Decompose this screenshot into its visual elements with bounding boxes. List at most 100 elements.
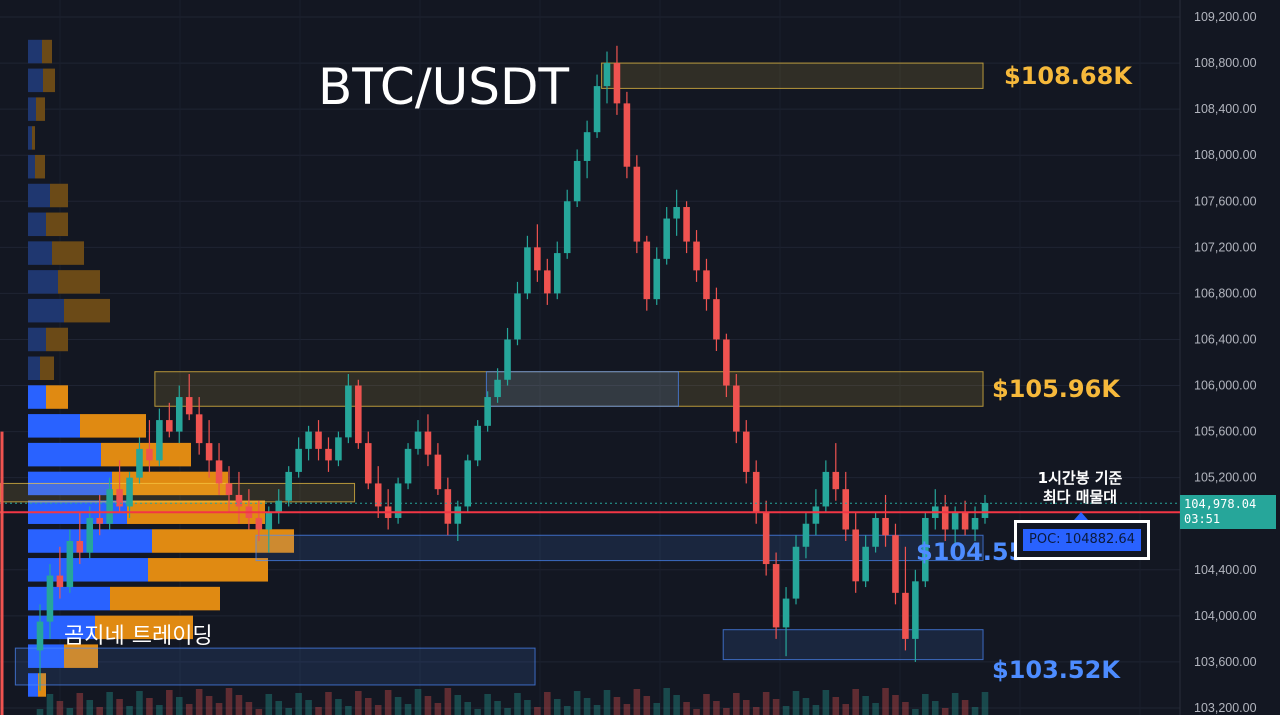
volume-bar — [454, 695, 462, 715]
volume-bar — [593, 705, 601, 715]
volume-profile-bar-up — [28, 356, 40, 381]
y-tick-label: 105,200.00 — [1194, 471, 1257, 485]
volume-bar — [941, 708, 949, 715]
volume-bar — [772, 699, 780, 715]
volume-bar — [116, 699, 123, 715]
volume-bar — [175, 697, 183, 715]
candle-body — [613, 63, 621, 104]
volume-bar — [961, 700, 969, 715]
volume-bar — [683, 702, 690, 715]
candle-body — [96, 517, 103, 524]
candle-body — [414, 431, 422, 449]
candle-body — [335, 437, 342, 461]
volume-bar — [126, 706, 133, 715]
volume-profile-bar-up — [28, 154, 35, 179]
volume-bar — [653, 703, 661, 715]
volume-bar — [146, 698, 153, 715]
candle-body — [156, 420, 163, 461]
candle-body — [146, 448, 153, 461]
candle-body — [215, 460, 223, 484]
volume-bar — [474, 709, 481, 715]
volume-profile-bar-down — [43, 68, 55, 93]
volume-profile-bar-down — [50, 183, 68, 208]
volume-bar — [404, 704, 412, 715]
volume-profile-bar-down — [35, 154, 45, 179]
volume-bar — [355, 691, 362, 715]
volume-bar — [86, 700, 94, 715]
volume-bar — [951, 693, 959, 715]
volume-profile-bar-down — [52, 241, 84, 265]
candle-body — [922, 517, 929, 582]
volume-profile-bar-up — [28, 414, 80, 438]
candle-body — [971, 517, 979, 530]
candle-body — [573, 160, 581, 202]
volume-bar — [106, 692, 113, 715]
volume-bar — [205, 696, 213, 715]
volume-bar — [633, 689, 641, 715]
candle-body — [544, 270, 551, 294]
candle-body — [374, 483, 382, 507]
volume-bar — [384, 690, 392, 715]
volume-bar — [673, 695, 680, 715]
volume-bar — [166, 690, 173, 715]
volume-bar — [285, 708, 292, 715]
candle-body — [752, 471, 760, 513]
volume-bar — [96, 707, 103, 715]
candle-body — [325, 448, 332, 461]
candle-body — [713, 299, 720, 340]
volume-bar — [504, 708, 511, 715]
candle-body — [534, 247, 541, 271]
candle-body — [742, 431, 750, 472]
candle-body — [394, 483, 402, 518]
volume-profile-bar-down — [148, 558, 268, 582]
volume-bar — [215, 703, 223, 715]
volume-profile-bar-up — [28, 212, 46, 237]
volume-profile-bar-down — [64, 298, 110, 323]
candle-body — [235, 494, 243, 507]
volume-bar — [802, 698, 810, 715]
candle-body — [46, 575, 54, 622]
candle-body — [474, 425, 481, 461]
candle-body — [951, 512, 959, 530]
volume-profile-bar-up — [28, 327, 46, 352]
candle-body — [364, 443, 372, 484]
volume-bar — [663, 688, 670, 715]
candle-body — [842, 489, 850, 530]
volume-profile-bar-up — [28, 126, 32, 150]
y-tick-label: 103,200.00 — [1194, 701, 1257, 715]
candle-body — [255, 517, 263, 530]
volume-profile-bar-down — [40, 356, 54, 381]
candle-body — [225, 483, 233, 495]
volume-bar — [703, 694, 710, 715]
candle-body — [862, 546, 869, 582]
volume-bar — [882, 688, 889, 715]
poc-label: POC: 104882.64 — [1023, 529, 1141, 551]
volume-bar — [464, 702, 472, 715]
volume-profile-bar-down — [42, 39, 52, 64]
y-tick-label: 109,200.00 — [1194, 10, 1257, 24]
volume-bar — [225, 688, 233, 715]
demand-zone — [722, 629, 984, 661]
volume-bar — [931, 701, 939, 715]
candle-body — [762, 512, 770, 565]
volume-bar — [325, 692, 332, 715]
y-tick-label: 106,000.00 — [1194, 379, 1257, 393]
volume-bar — [553, 699, 561, 715]
candle-body — [733, 385, 740, 432]
candle-body — [494, 379, 501, 398]
y-tick-label: 108,800.00 — [1194, 56, 1257, 70]
candle-body — [265, 512, 273, 530]
candle-body — [464, 460, 472, 507]
candle-body — [116, 489, 123, 507]
volume-bar — [46, 694, 54, 715]
volume-bar — [335, 699, 342, 715]
volume-bar — [693, 709, 700, 715]
volume-bar — [374, 705, 382, 715]
volume-bar — [613, 697, 621, 715]
volume-profile-bar-up — [28, 183, 50, 208]
y-tick-label: 107,600.00 — [1194, 194, 1257, 208]
volume-profile-bar-down — [95, 615, 193, 640]
volume-bar — [852, 689, 859, 715]
